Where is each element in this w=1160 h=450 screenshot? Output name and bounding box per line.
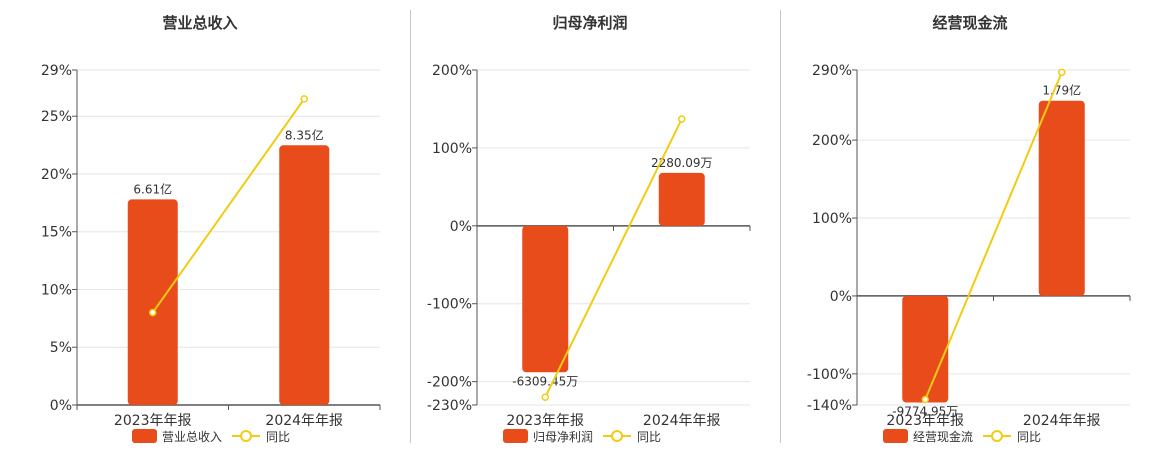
yoy-point bbox=[541, 393, 549, 401]
x-tick-label: 2024年年报 bbox=[265, 413, 343, 429]
bar bbox=[522, 225, 569, 373]
chart-legend[interactable]: 营业总收入 同比 bbox=[132, 427, 290, 445]
y-tick-label: 0% bbox=[830, 289, 852, 305]
legend-bar-swatch bbox=[883, 429, 908, 443]
legend-line-icon bbox=[232, 429, 261, 443]
legend-line-label: 同比 bbox=[637, 429, 662, 444]
bar-value-label: -9774.95万 bbox=[892, 405, 958, 419]
chart-svg: -140% -100% 0% 100% 200% 290% -9774.95万 1.79亿 20… bbox=[807, 63, 1131, 429]
y-tick-label: -100% bbox=[427, 297, 472, 313]
yoy-point bbox=[678, 115, 686, 123]
legend-line-icon bbox=[603, 429, 632, 443]
y-tick-label: 10% bbox=[41, 282, 72, 298]
legend-bar-swatch bbox=[503, 429, 528, 443]
y-tick-label: 25% bbox=[41, 109, 72, 125]
chart-panel-net-profit: 归母净利润 -230% -200% -100% 0% 100% 200% -6309.45万… bbox=[400, 0, 780, 450]
yoy-line bbox=[924, 71, 1063, 400]
chart-title: 营业总收入 bbox=[162, 14, 238, 32]
yoy-point bbox=[921, 395, 929, 404]
chart-svg: -230% -200% -100% 0% 100% 200% -6309.45万 2280.0… bbox=[427, 63, 751, 429]
x-tick-label: 2024年年报 bbox=[1023, 413, 1101, 429]
y-tick-label: 0% bbox=[50, 398, 72, 414]
bar-value-label: -6309.45万 bbox=[512, 374, 578, 388]
legend-bar-swatch bbox=[132, 429, 157, 443]
legend-bar-label: 经营现金流 bbox=[913, 429, 974, 444]
y-tick-label: 290% bbox=[812, 63, 852, 79]
legend-line-label: 同比 bbox=[1017, 429, 1042, 444]
y-tick-label: -140% bbox=[807, 398, 852, 414]
chart-panel-operating-cash-flow: 经营现金流 -140% -100% 0% 100% 200% 290% -9774.95万 1… bbox=[780, 0, 1160, 450]
bar-value-label: 1.79亿 bbox=[1042, 83, 1081, 98]
yoy-point bbox=[300, 95, 308, 103]
y-tick-label: 0% bbox=[450, 219, 472, 235]
y-tick-label: 200% bbox=[812, 133, 852, 149]
panel-divider bbox=[780, 10, 781, 443]
yoy-point bbox=[1058, 68, 1066, 77]
y-tick-label: -230% bbox=[427, 398, 472, 414]
y-tick-label: 100% bbox=[812, 211, 852, 227]
chart-title: 经营现金流 bbox=[932, 14, 1008, 32]
y-tick-label: 29% bbox=[41, 63, 72, 79]
chart-svg: 0% 5% 10% 15% 20% 25% 29% 6.61亿 8.35亿 2023年年报 2024… bbox=[41, 63, 381, 429]
y-tick-label: 20% bbox=[41, 167, 72, 183]
bar bbox=[658, 172, 705, 226]
x-tick-label: 2024年年报 bbox=[643, 413, 721, 429]
x-tick-label: 2023年年报 bbox=[114, 413, 192, 429]
legend-line-icon bbox=[983, 429, 1012, 443]
yoy-line bbox=[151, 98, 306, 314]
panel-divider bbox=[410, 10, 411, 443]
bar bbox=[127, 199, 178, 405]
bar-value-label: 6.61亿 bbox=[133, 181, 172, 196]
chart-legend[interactable]: 归母净利润 同比 bbox=[503, 427, 661, 445]
bar-value-label: 8.35亿 bbox=[285, 127, 324, 142]
chart-legend[interactable]: 经营现金流 同比 bbox=[883, 427, 1041, 445]
chart-title: 归母净利润 bbox=[552, 14, 628, 32]
yoy-point bbox=[149, 308, 157, 317]
legend-bar-label: 归母净利润 bbox=[533, 429, 594, 444]
y-tick-label: -100% bbox=[807, 367, 852, 383]
legend-line-label: 同比 bbox=[266, 429, 291, 444]
x-tick-label: 2023年年报 bbox=[886, 413, 964, 429]
bar-value-label: 2280.09万 bbox=[651, 156, 713, 170]
y-tick-label: 200% bbox=[432, 63, 472, 79]
yoy-line bbox=[544, 118, 683, 398]
x-tick-label: 2023年年报 bbox=[506, 413, 584, 429]
bar bbox=[902, 295, 949, 403]
y-tick-label: 5% bbox=[50, 340, 72, 356]
y-tick-label: 15% bbox=[41, 225, 72, 241]
bar bbox=[1038, 100, 1085, 296]
chart-panel-revenue: 营业总收入 0% 5% 10% 15% 20% 25% 29% 6.61亿 8.35亿 2023年… bbox=[0, 0, 400, 450]
bar bbox=[279, 145, 330, 405]
y-tick-label: -200% bbox=[427, 375, 472, 391]
legend-bar-label: 营业总收入 bbox=[162, 429, 223, 444]
y-tick-label: 100% bbox=[432, 141, 472, 157]
